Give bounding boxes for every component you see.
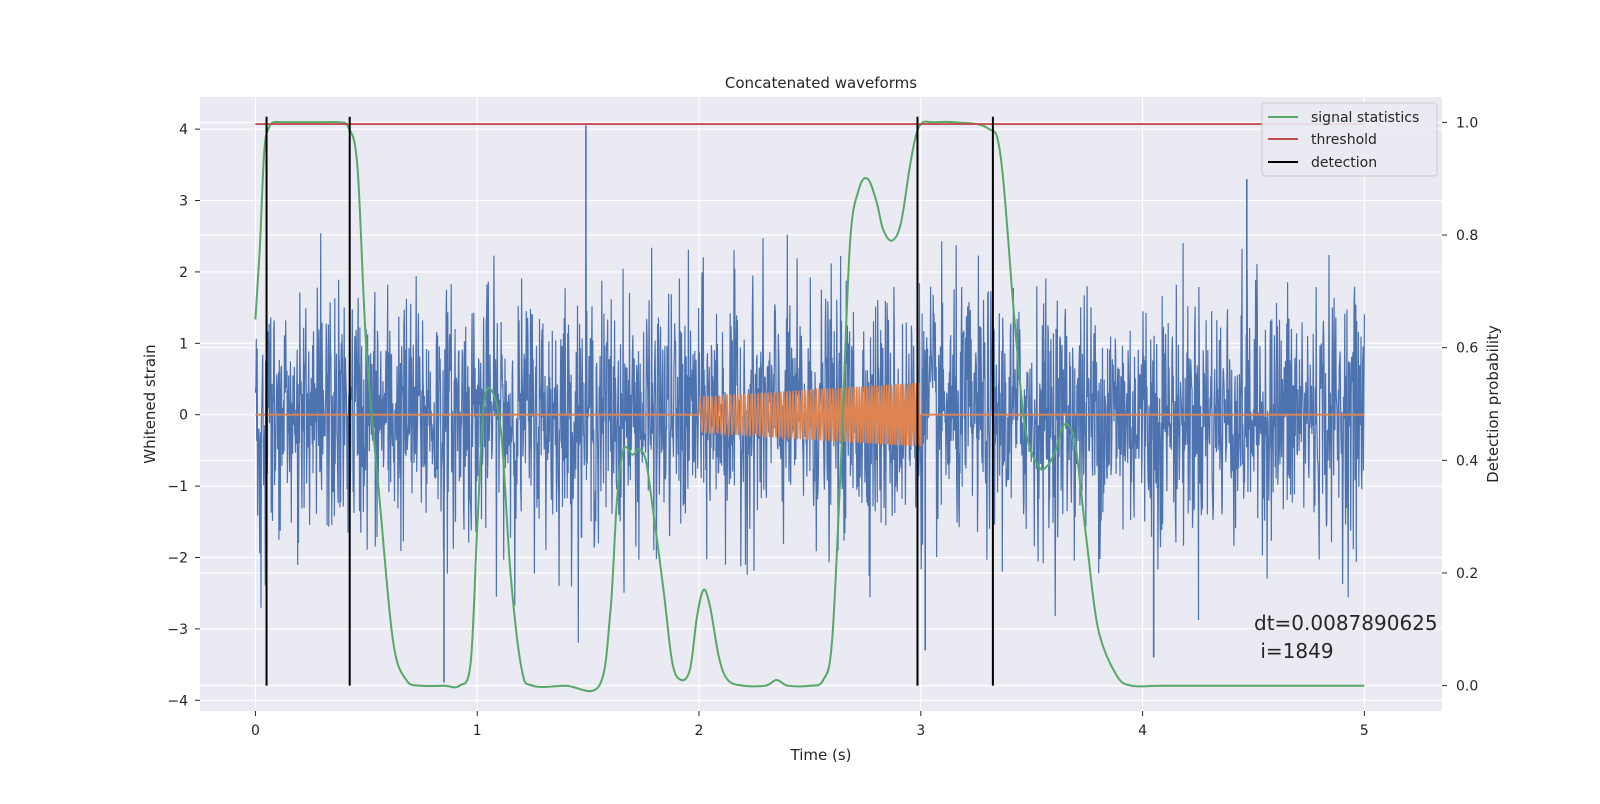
y-axis-ticks: −4 −3 −2 −1 0 1 2 3 4 (167, 122, 200, 709)
y2-tick-label: 0.6 (1456, 341, 1478, 357)
y2-tick-label: 1.0 (1456, 115, 1478, 131)
signal-statistics-line (254, 120, 1365, 693)
template-chirp-line (698, 382, 922, 448)
y-tick-label: 2 (179, 265, 188, 281)
annotation-index: i=1849 (1254, 639, 1334, 663)
y2-axis-label: Detection probability (1484, 325, 1502, 483)
y-tick-label: 0 (179, 408, 188, 424)
y-tick-label: −4 (167, 693, 188, 709)
y2-tick-label: 0.8 (1456, 228, 1478, 244)
series-template-chirp (255, 382, 1365, 448)
y-tick-label: 3 (179, 194, 188, 210)
legend-box (1261, 102, 1438, 177)
x-tick-label: 5 (1360, 723, 1369, 739)
x-tick-label: 0 (251, 723, 260, 739)
y-tick-label: −1 (167, 479, 188, 495)
legend-label-detection: detection (1311, 155, 1377, 171)
y2-tick-label: 0.4 (1456, 453, 1478, 469)
series-detection (265, 116, 994, 686)
legend: signal statistics threshold detection (1261, 102, 1438, 177)
legend-label-signal-statistics: signal statistics (1311, 110, 1419, 126)
x-tick-label: 1 (473, 723, 482, 739)
series-strain-noise (254, 125, 1365, 683)
x-tick-label: 2 (695, 723, 704, 739)
y-tick-label: 4 (179, 122, 188, 138)
y-tick-label: −3 (167, 622, 188, 638)
x-tick-label: 3 (916, 723, 925, 739)
y-axis-label: Whitened strain (141, 344, 159, 463)
chart-title: Concatenated waveforms (725, 74, 917, 92)
x-axis-label: Time (s) (790, 746, 852, 764)
annotation-dt: dt=0.0087890625 (1254, 611, 1438, 635)
y-tick-label: 1 (179, 336, 188, 352)
y2-axis-ticks: 0.0 0.2 0.4 0.6 0.8 1.0 (1442, 115, 1478, 695)
legend-label-threshold: threshold (1311, 132, 1377, 148)
y2-tick-label: 0.0 (1456, 679, 1478, 695)
y-tick-label: −2 (167, 551, 188, 567)
y2-tick-label: 0.2 (1456, 566, 1478, 582)
strain-noise-line (254, 233, 1365, 643)
series-signal-statistics (254, 120, 1365, 693)
x-axis-ticks: 0 1 2 3 4 5 (251, 711, 1369, 739)
x-tick-label: 4 (1138, 723, 1147, 739)
